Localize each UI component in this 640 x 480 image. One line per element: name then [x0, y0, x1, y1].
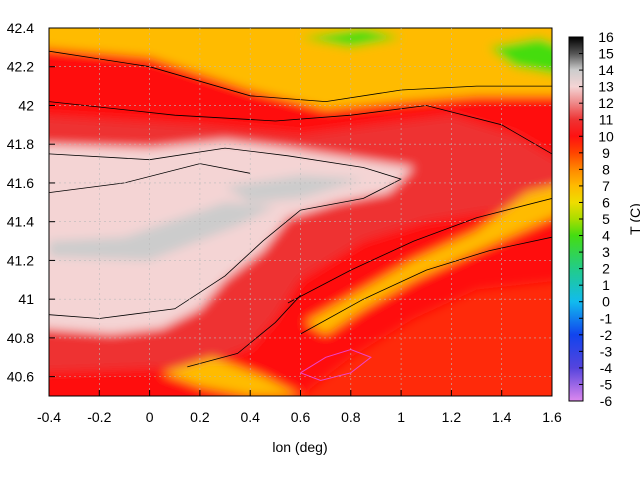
- x-tick-label: 0.8: [341, 409, 361, 425]
- colorbar-tick-label: 1: [602, 277, 610, 293]
- colorbar-tick-label: 7: [602, 178, 610, 194]
- colorbar-tick-label: -4: [600, 360, 613, 376]
- colorbar-label: T (C): [627, 203, 640, 235]
- colorbar-tick-label: 10: [598, 128, 614, 144]
- y-tick-label: 41: [18, 291, 34, 307]
- colorbar-tick-label: -1: [600, 310, 613, 326]
- terrain-band-warm-core: [49, 202, 276, 261]
- colorbar-tick-label: 0: [602, 294, 610, 310]
- x-tick-label: 1.6: [542, 409, 562, 425]
- x-tick-label: 0.4: [240, 409, 260, 425]
- x-axis-label: lon (deg): [272, 439, 327, 455]
- colorbar-tick-label: 14: [598, 62, 614, 78]
- y-tick-label: 42.2: [7, 59, 34, 75]
- x-axis: -0.4 -0.2 0 0.2 0.4 0.6 0.8 1 1.2 1.4 1.6: [37, 390, 562, 425]
- contour-line: [187, 295, 301, 368]
- colorbar-tick-label: -2: [600, 327, 613, 343]
- x-tick-label: 1: [397, 409, 405, 425]
- y-tick-label: 40.6: [7, 369, 34, 385]
- y-tick-label: 40.8: [7, 330, 34, 346]
- x-tick-label: -0.2: [87, 409, 111, 425]
- colorbar-tick-label: 3: [602, 244, 610, 260]
- y-axis: 40.6 40.8 41 41.2 41.4 41.6 41.8 42 42.2 42.4: [7, 20, 55, 385]
- colorbar-tick-label: 9: [602, 145, 610, 161]
- contour-line: [300, 236, 552, 335]
- y-tick-label: 41.8: [7, 136, 34, 152]
- contour-line: [49, 147, 403, 319]
- colorbar-tick-label: -3: [600, 343, 613, 359]
- y-tick-label: 42.4: [7, 20, 34, 36]
- y-tick-label: 42: [18, 97, 34, 113]
- colorbar-tick-label: 16: [598, 29, 614, 45]
- grid-lines: [49, 28, 552, 396]
- x-tick-label: 0: [146, 409, 154, 425]
- contour-line: [49, 163, 251, 193]
- colorbar-tick-label: 15: [598, 46, 614, 62]
- y-tick-label: 41.2: [7, 252, 34, 268]
- y-tick-label: 41.6: [7, 175, 34, 191]
- colorbar-tick-label: -6: [600, 393, 613, 409]
- colorbar-tick-label: 2: [602, 261, 610, 277]
- x-tick-label: 0.6: [291, 409, 311, 425]
- x-tick-label: 1.2: [442, 409, 462, 425]
- terrain-band-high-peaks: [489, 37, 552, 74]
- contour-line: [287, 198, 552, 304]
- colorbar-tick-label: 13: [598, 79, 614, 95]
- colorbar-tick-label: 11: [599, 112, 614, 128]
- terrain-band-pyrenees: [162, 357, 301, 396]
- colorbar-tick-label: 6: [602, 194, 610, 210]
- colorbar-tick-label: 4: [602, 228, 610, 244]
- colorbar-tick-label: 8: [602, 161, 610, 177]
- plot-area: [49, 28, 552, 396]
- colorbar-tick-label: -5: [600, 376, 613, 392]
- terrain-band-high-peaks: [300, 28, 402, 48]
- y-tick-label: 41.4: [7, 214, 34, 230]
- x-tick-label: -0.4: [37, 409, 61, 425]
- terrain-band-pyrenees: [305, 186, 552, 334]
- colorbar-tick-label: 12: [598, 95, 614, 111]
- terrain-band-warm-core: [225, 175, 364, 203]
- x-tick-label: 0.2: [190, 409, 210, 425]
- colorbar-tick-label: 5: [602, 211, 610, 227]
- contour-line-magenta: [300, 348, 372, 382]
- x-tick-label: 1.4: [492, 409, 512, 425]
